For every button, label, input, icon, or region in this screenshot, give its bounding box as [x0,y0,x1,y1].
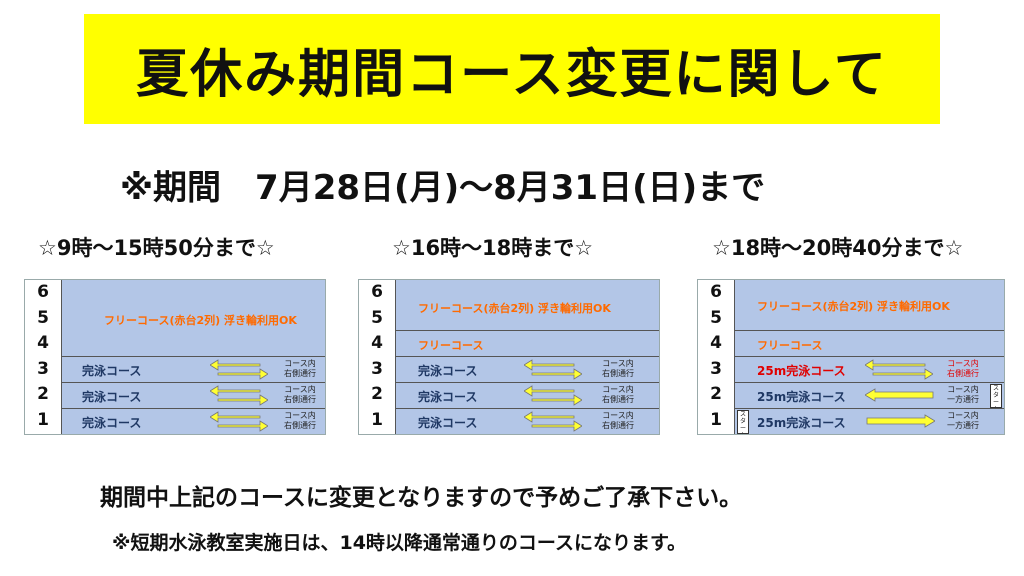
right-arrow-icon [866,414,935,428]
slot-2-heading: ☆16時～18時まで☆ [392,236,594,260]
free-course-label: フリーコース [757,339,823,352]
lane-number: 3 [698,356,734,384]
lane-rule-note: コース内 一方通行 [947,411,979,430]
lane-number: 3 [359,356,395,384]
slot-1-heading: ☆9時～15時50分まで☆ [38,236,275,260]
two-way-arrow-icon [210,385,268,406]
free-zone: フリーコース(赤台2列) 浮き輪利用OK [62,280,325,357]
lane-number: 4 [698,331,734,358]
lane-1-zone: 完泳コース コース内 右側通行 [396,409,659,434]
lane-number: 3 [25,356,61,384]
swim-course-label: 完泳コース [418,390,478,404]
two-way-arrow-icon [524,359,582,380]
lane-number: 6 [359,280,395,307]
lane-number-column: 6 5 4 3 2 1 [25,280,62,434]
page-title: 夏休み期間コース変更に関して [136,44,888,105]
slot-3-lane-diagram: 6 5 4 3 2 1 フリーコース(赤台2列) 浮き輪利用OK フリーコース … [697,279,1005,435]
lane-4-zone: フリーコース [396,331,659,357]
lane-number: 5 [698,305,734,333]
swim-course-label: 完泳コース [418,364,478,378]
lane-rule-note: コース内 右側通行 [947,359,979,378]
swim-course-label: 25m完泳コース [757,416,846,430]
lane-number: 6 [25,280,61,307]
lane-number: 1 [25,408,61,434]
swim-course-label: 25m完泳コース [757,364,846,378]
notice-message: 期間中上記のコースに変更となりますので予めご了承下さい。 [100,485,743,511]
lane-rule-note: コース内 一方通行 [947,385,979,404]
left-arrow-icon [865,388,934,402]
lane-number: 5 [359,305,395,333]
free-course-label: フリーコース(赤台2列) 浮き輪利用OK [418,302,611,315]
footnote-message: ※短期水泳教室実施日は、14時以降通常通りのコースになります。 [112,532,687,554]
lane-4-zone: フリーコース [735,331,1004,357]
lane-number-column: 6 5 4 3 2 1 [698,280,735,434]
free-course-label: フリーコース(赤台2列) 浮き輪利用OK [104,314,297,327]
lane-3-zone: 25m完泳コース コース内 右側通行 [735,357,1004,383]
lane-number: 2 [359,382,395,409]
two-way-arrow-icon [524,385,582,406]
two-way-arrow-icon [524,411,582,432]
lane-number: 1 [359,408,395,434]
lane-rule-note: コース内 右側通行 [284,359,316,378]
lane-number-column: 6 5 4 3 2 1 [359,280,396,434]
lane-number: 4 [25,331,61,358]
two-way-arrow-icon [210,359,268,380]
slot-2-lane-diagram: 6 5 4 3 2 1 フリーコース(赤台2列) 浮き輪利用OK フリーコース … [358,279,660,435]
period-text: ※期間 7月28日(月)～8月31日(日)まで [120,168,766,208]
lane-number: 4 [359,331,395,358]
lane-number: 2 [25,382,61,409]
two-way-arrow-icon [865,359,933,380]
start-marker: スタート [737,410,749,434]
lane-number: 2 [698,382,734,409]
free-course-label: フリーコース [418,339,484,352]
title-banner: 夏休み期間コース変更に関して [84,14,940,124]
lane-3-zone: 完泳コース コース内 右側通行 [62,357,325,383]
lane-rule-note: コース内 右側通行 [284,385,316,404]
lane-number: 1 [698,408,734,434]
free-course-label: フリーコース(赤台2列) 浮き輪利用OK [757,300,950,313]
start-marker: スタート [990,384,1002,408]
lane-2-zone: 完泳コース コース内 右側通行 [396,383,659,409]
lane-number: 5 [25,305,61,333]
lane-number: 6 [698,280,734,307]
free-zone: フリーコース(赤台2列) 浮き輪利用OK [396,280,659,331]
slot-3-heading: ☆18時～20時40分まで☆ [712,236,964,260]
two-way-arrow-icon [210,411,268,432]
lane-rule-note: コース内 右側通行 [284,411,316,430]
free-zone: フリーコース(赤台2列) 浮き輪利用OK [735,280,1004,331]
lane-3-zone: 完泳コース コース内 右側通行 [396,357,659,383]
lane-rule-note: コース内 右側通行 [602,359,634,378]
swim-course-label: 完泳コース [418,416,478,430]
lane-2-zone: 完泳コース コース内 右側通行 [62,383,325,409]
swim-course-label: 完泳コース [82,364,142,378]
lane-rule-note: コース内 右側通行 [602,385,634,404]
slot-1-lane-diagram: 6 5 4 3 2 1 フリーコース(赤台2列) 浮き輪利用OK 完泳コース コ… [24,279,326,435]
lane-rule-note: コース内 右側通行 [602,411,634,430]
swim-course-label: 25m完泳コース [757,390,846,404]
swim-course-label: 完泳コース [82,390,142,404]
swim-course-label: 完泳コース [82,416,142,430]
lane-1-zone: 完泳コース コース内 右側通行 [62,409,325,434]
